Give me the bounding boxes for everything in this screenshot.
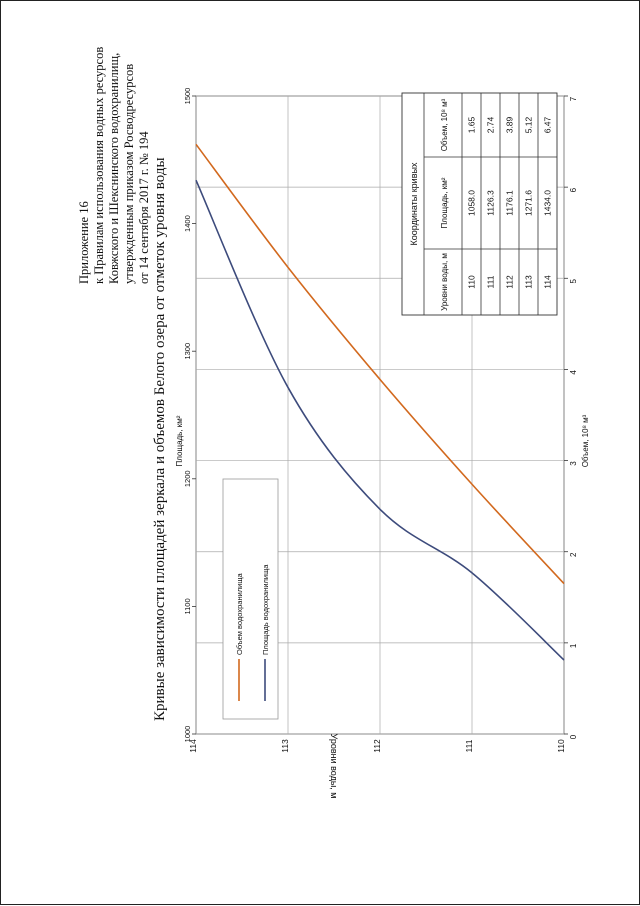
x-bottom-tick-label: 2: [569, 552, 578, 557]
legend-label: Площадь водохранилища: [261, 564, 270, 655]
table-cell: 1058.0: [467, 190, 477, 216]
y-tick-label: 113: [280, 739, 290, 753]
table-cell: 5.12: [524, 116, 534, 133]
table-cell: 1.65: [467, 116, 477, 133]
x-bottom-axis-label: Объем, 10⁸ м³: [581, 414, 590, 467]
table-header-cell: Уровни воды, м: [440, 253, 449, 311]
x-bottom-tick-label: 1: [569, 643, 578, 648]
x-bottom-tick-label: 5: [569, 279, 578, 284]
area-curve: [195, 179, 565, 661]
volume-curve: [195, 143, 565, 585]
table-cell: 3.89: [505, 116, 515, 133]
table-cell: 112: [505, 275, 515, 289]
y-tick-label: 112: [372, 739, 382, 753]
table-cell: 1126.3: [486, 190, 496, 216]
y-axis-label: Уровни воды, м: [329, 734, 339, 799]
legend-box: [222, 478, 279, 720]
x-top-axis-label: Площадь, км²: [175, 415, 184, 466]
table-cell: 111: [486, 275, 496, 288]
table-cell: 6.47: [543, 116, 553, 133]
y-tick-label: 110: [556, 739, 566, 753]
x-top-tick-label: 1200: [183, 470, 192, 487]
table-title: Координаты кривых: [409, 162, 419, 245]
coordinates-table: [401, 92, 558, 316]
table-cell: 110: [467, 275, 477, 289]
x-top-tick-label: 1100: [183, 598, 192, 614]
table-cell: 1176.1: [505, 190, 515, 216]
x-bottom-tick-label: 0: [569, 734, 578, 739]
table-cell: 1271.6: [524, 190, 534, 216]
y-tick-label: 111: [464, 739, 474, 752]
table-cell: 1434.0: [543, 190, 553, 216]
table-cell: 2.74: [486, 116, 496, 133]
table-header-cell: Объем, 10⁸ м³: [440, 98, 449, 151]
x-top-tick-label: 1500: [183, 88, 192, 105]
x-top-tick-label: 1400: [183, 215, 192, 232]
legend-label: Объем водохранилища: [235, 572, 244, 655]
table-cell: 114: [543, 275, 553, 289]
y-tick-label: 114: [188, 739, 198, 753]
x-bottom-tick-label: 7: [569, 96, 578, 101]
x-bottom-tick-label: 3: [569, 461, 578, 466]
table-header-cell: Площадь, км²: [440, 177, 449, 228]
x-top-tick-label: 1300: [183, 343, 192, 360]
table-cell: 113: [524, 275, 534, 289]
x-bottom-tick-label: 6: [569, 187, 578, 192]
x-bottom-tick-label: 4: [569, 370, 578, 375]
x-top-tick-label: 1000: [183, 726, 192, 743]
